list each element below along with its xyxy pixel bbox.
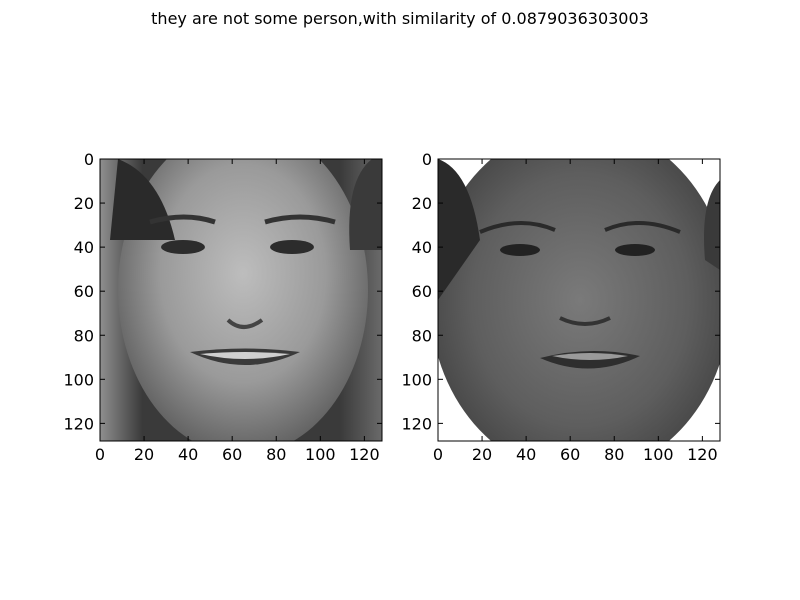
y-tick-label: 120 (63, 414, 94, 433)
y-tick-label: 0 (422, 150, 432, 169)
x-tick-label: 20 (134, 445, 154, 464)
x-tick-label: 40 (516, 445, 536, 464)
x-tick-label: 100 (305, 445, 336, 464)
subplot-1: 0 20 40 60 80 100 120 0 20 40 60 80 100 120 (63, 150, 383, 464)
y-tick-label: 60 (74, 282, 94, 301)
y-tick-label: 20 (74, 194, 94, 213)
x-tick-label: 60 (560, 445, 580, 464)
x-tick-label: 40 (178, 445, 198, 464)
x-tick-label: 60 (222, 445, 242, 464)
x-tick-label: 20 (472, 445, 492, 464)
y-tick-label: 100 (63, 370, 94, 389)
face-image-2 (438, 159, 720, 441)
y-tick-label: 40 (74, 238, 94, 257)
face-image-1 (100, 159, 382, 441)
figure-title: they are not some person,with similarity… (151, 9, 649, 28)
y-tick-label: 80 (412, 326, 432, 345)
y-tick-label: 100 (401, 370, 432, 389)
x-tick-label: 120 (349, 445, 380, 464)
x-tick-label: 100 (643, 445, 674, 464)
y-tick-label: 20 (412, 194, 432, 213)
y-tick-label: 80 (74, 326, 94, 345)
subplot-2: 0 20 40 60 80 100 120 0 20 40 60 80 100 120 (401, 150, 721, 464)
x-tick-label: 80 (604, 445, 624, 464)
x-tick-label: 0 (433, 445, 443, 464)
x-tick-label: 120 (687, 445, 718, 464)
y-tick-label: 60 (412, 282, 432, 301)
y-tick-label: 40 (412, 238, 432, 257)
y-tick-label: 120 (401, 414, 432, 433)
x-tick-label: 80 (266, 445, 286, 464)
y-tick-label: 0 (84, 150, 94, 169)
x-tick-label: 0 (95, 445, 105, 464)
